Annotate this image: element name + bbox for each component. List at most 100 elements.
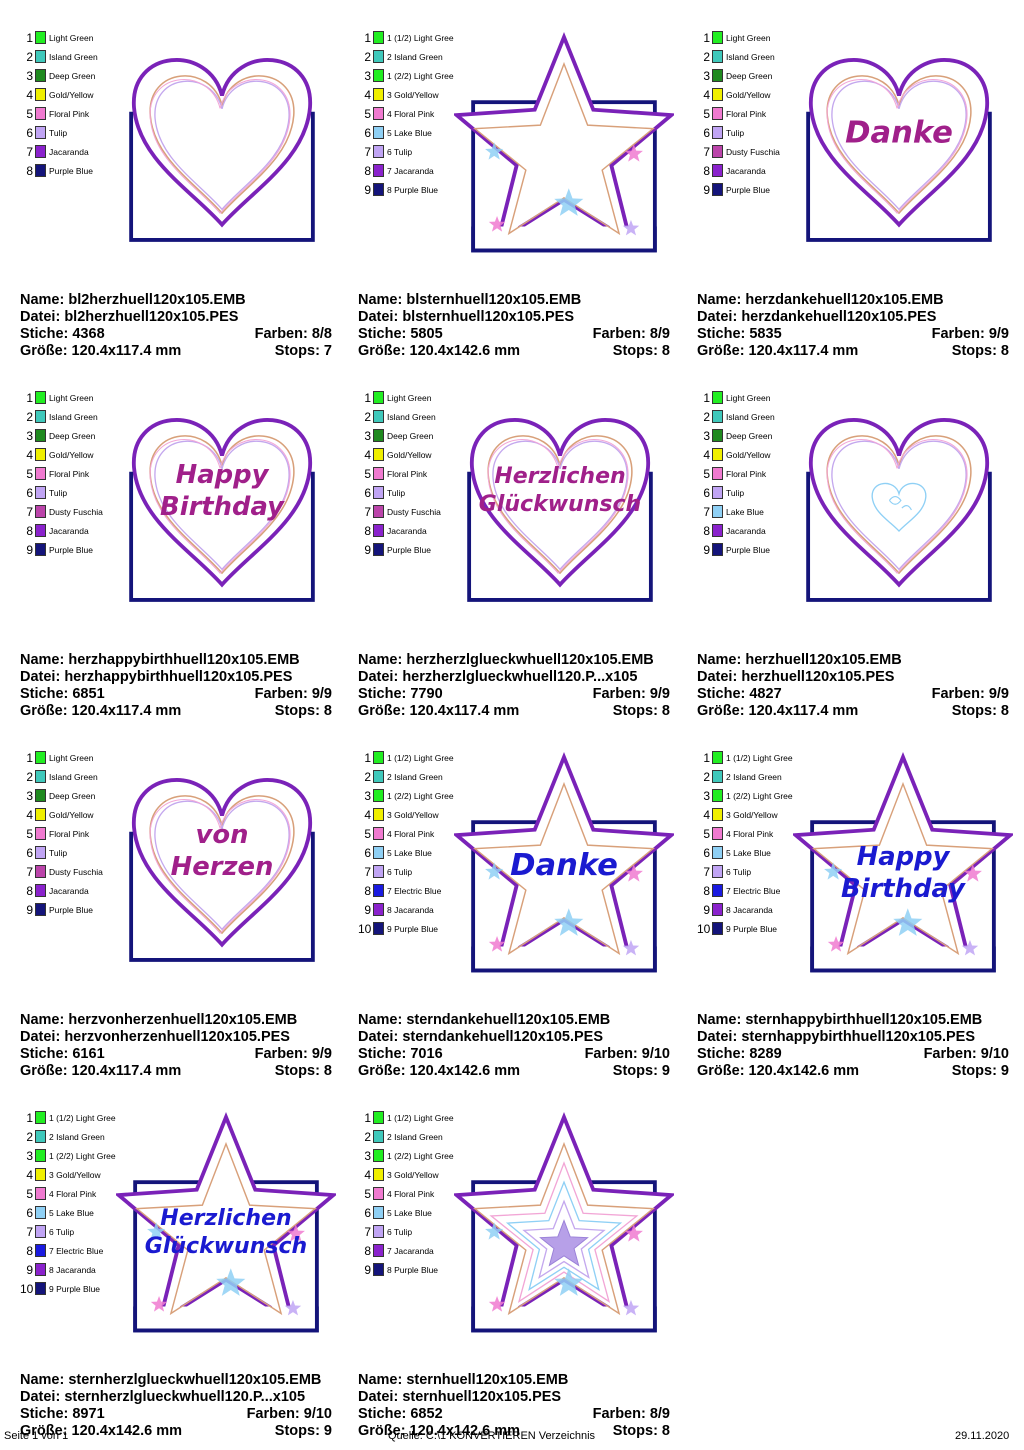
color-row: 6 5 Lake Blue [358,845,478,864]
color-row: 3 1 (2/2) Light Gree [358,1148,478,1167]
color-index: 6 [364,1206,371,1220]
color-index: 4 [364,448,371,462]
design-file: Datei: sterndankehuell120x105.PES [358,1029,604,1045]
color-swatch [712,486,723,499]
color-index: 2 [26,770,33,784]
color-name: 1 (2/2) Light Gree [49,1151,116,1161]
color-row: 10 9 Purple Blue [358,921,478,940]
color-index: 7 [703,505,710,519]
color-index: 1 [364,1111,371,1125]
color-name: Deep Green [726,71,773,81]
color-row: 1 1 (1/2) Light Gree [20,1110,140,1129]
color-index: 5 [364,827,371,841]
footer-date: 29.11.2020 [955,1430,1010,1442]
color-row: 3 Deep Green [20,68,140,87]
color-row: 5 4 Floral Pink [358,106,478,125]
small-heart [871,482,927,533]
color-index: 7 [364,1225,371,1239]
color-name: 3 Gold/Yellow [387,810,439,820]
color-name: Floral Pink [49,829,90,839]
color-index: 7 [26,1225,33,1239]
color-swatch [373,486,384,499]
color-index: 5 [364,107,371,121]
design-card: 1 1 (1/2) Light Gree 2 2 Island Green 3 1 (2/… [358,750,698,1090]
color-swatch [712,126,723,139]
color-row: 7 Dusty Fuschia [20,504,140,523]
color-index: 8 [703,884,710,898]
color-name: 2 Island Green [49,1132,105,1142]
color-name: Floral Pink [726,469,767,479]
color-swatch [712,145,723,158]
color-name: Tulip [49,488,68,498]
color-name: 6 Tulip [387,867,413,877]
color-name: 1 (1/2) Light Gree [726,753,793,763]
color-index: 4 [364,88,371,102]
color-index: 6 [364,846,371,860]
color-name: Light Green [387,393,432,403]
small-star [485,142,504,160]
color-name: Deep Green [387,431,434,441]
small-star [147,1222,166,1240]
color-name: 7 Electric Blue [49,1246,104,1256]
color-name: 6 Tulip [49,1227,75,1237]
color-row: 7 6 Tulip [358,144,478,163]
color-index: 9 [26,903,33,917]
color-name: Deep Green [726,431,773,441]
color-name: 3 Gold/Yellow [387,1170,439,1180]
color-swatch [35,1168,46,1181]
color-row: 1 Light Green [697,390,817,409]
color-index: 8 [703,164,710,178]
color-swatch [373,183,384,196]
color-index: 2 [364,410,371,424]
small-star [554,1268,584,1296]
color-index: 6 [26,1206,33,1220]
small-star [485,862,504,880]
color-row: 8 7 Jacaranda [358,163,478,182]
color-name: Lake Blue [726,507,764,517]
color-name: Deep Green [49,431,96,441]
small-star [488,1296,506,1312]
color-index: 3 [26,429,33,443]
color-row: 1 Light Green [20,30,140,49]
color-swatch [35,486,46,499]
color-index: 5 [26,467,33,481]
color-name: Gold/Yellow [49,90,94,100]
color-swatch [373,107,384,120]
color-name: Deep Green [49,791,96,801]
color-name: 9 Purple Blue [387,924,439,934]
color-index: 4 [703,88,710,102]
color-swatch [712,884,723,897]
color-index: 8 [26,1244,33,1258]
design-file: Datei: herzherzlglueckwhuell120.P...x105 [358,669,638,685]
color-row: 7 Jacaranda [20,144,140,163]
design-name: Name: sternhappybirthhuell120x105.EMB [697,1012,983,1028]
color-swatch [712,505,723,518]
design-file: Datei: sternherzlglueckwhuell120.P...x10… [20,1389,306,1405]
color-index: 8 [364,884,371,898]
color-name: 3 Gold/Yellow [49,1170,101,1180]
color-swatch [35,467,46,480]
color-index: 5 [364,1187,371,1201]
design-preview [454,1112,674,1333]
color-swatch [373,1111,384,1124]
design-card: 1 Light Green 2 Island Green 3 Deep Green 4 Gol… [20,390,360,730]
color-index: 1 [703,31,710,45]
design-size: Größe: 120.4x117.4 mm Stops: 8 [20,703,332,719]
color-swatch [712,865,723,878]
color-index: 1 [26,391,33,405]
color-list: 1 1 (1/2) Light Gree 2 2 Island Green 3 1 (2/… [697,750,817,940]
color-index: 7 [364,505,371,519]
color-row: 10 9 Purple Blue [20,1281,140,1300]
design-card: 1 Light Green 2 Island Green 3 Deep Green 4 Gol… [697,390,1024,730]
color-row: 9 8 Jacaranda [20,1262,140,1281]
color-index: 1 [703,391,710,405]
color-list: 1 1 (1/2) Light Gree 2 2 Island Green 3 1 (2/… [20,1110,140,1300]
color-row: 6 Tulip [20,845,140,864]
design-name: Name: sterndankehuell120x105.EMB [358,1012,611,1028]
color-row: 3 Deep Green [697,428,817,447]
frame-outline [129,471,315,602]
color-index: 4 [26,808,33,822]
color-row: 3 Deep Green [697,68,817,87]
color-row: 6 Tulip [20,125,140,144]
